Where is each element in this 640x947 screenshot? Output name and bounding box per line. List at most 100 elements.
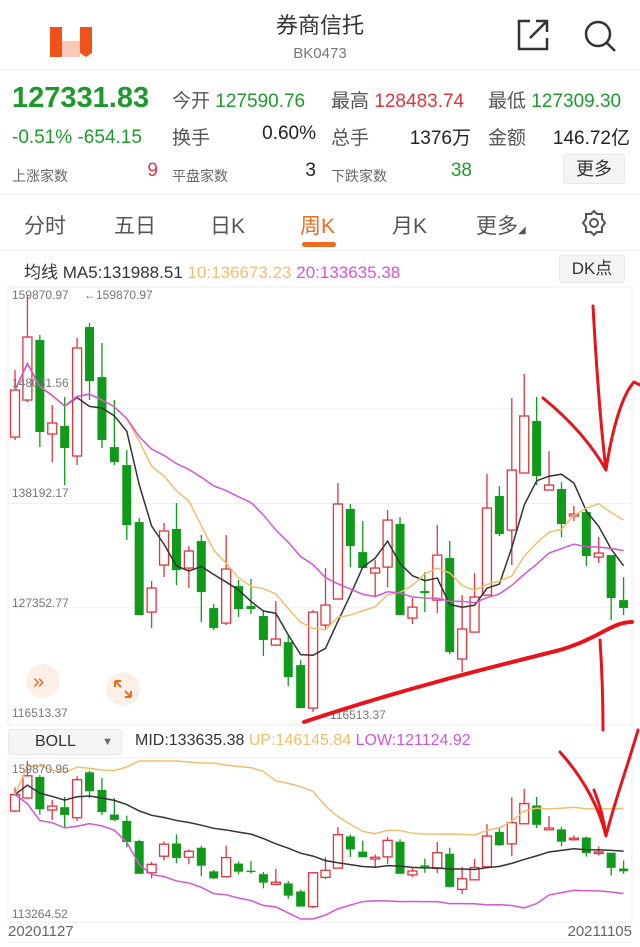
candle-down <box>109 447 119 463</box>
axis-label-2: 148031.56 <box>12 376 69 390</box>
candle-down <box>606 555 616 599</box>
candle-up <box>543 827 555 831</box>
max-price-marker: ←159870.97 <box>84 288 153 302</box>
start-date: 20201127 <box>8 923 74 940</box>
axis-label-min: 116513.37 <box>12 706 68 720</box>
candle-down <box>358 851 368 858</box>
boll-up: UP:146145.84 <box>248 732 352 749</box>
candle-up <box>158 843 170 857</box>
candle-down <box>532 805 542 825</box>
fullscreen-button[interactable] <box>106 672 140 706</box>
more-stats-button[interactable]: 更多 <box>563 154 625 184</box>
candle-up <box>71 779 83 819</box>
unchanged-count: 3 <box>305 160 316 181</box>
candle-up <box>481 507 493 596</box>
boll-low: LOW:121124.92 <box>355 732 471 749</box>
candle-up <box>519 415 530 474</box>
open-value: 127590.76 <box>215 91 306 112</box>
turnover-value: 0.60% <box>262 123 316 144</box>
candle-down <box>122 465 132 526</box>
candle-down <box>420 865 430 867</box>
candle-down <box>60 426 70 449</box>
candle-down <box>345 509 355 547</box>
ma5-value: MA5:131988.51 <box>62 263 183 282</box>
candle-up <box>146 863 157 874</box>
change-percent: -0.51% <box>12 127 73 148</box>
ma-legend: 均线 MA5:131988.51 10:136673.23 20:133635.… <box>24 258 400 283</box>
candle-up <box>593 552 604 558</box>
candle-up <box>47 422 58 435</box>
turnover-label: 换手 <box>172 128 211 149</box>
candle-up <box>320 869 331 879</box>
candle-down <box>171 843 181 858</box>
ma20-line <box>14 361 624 604</box>
candle-up <box>543 484 555 491</box>
candle-down <box>296 891 306 907</box>
candle-down <box>606 852 616 868</box>
candle-down <box>85 772 95 792</box>
candle-down <box>122 820 132 843</box>
candle-down <box>196 847 206 866</box>
candle-up <box>407 870 418 876</box>
candle-down <box>234 863 244 872</box>
decliners-count: 38 <box>450 160 472 181</box>
boll-upper-line <box>14 760 624 836</box>
double-chevron-icon: » <box>33 671 44 693</box>
candle-down <box>258 874 268 883</box>
candle-down <box>258 616 268 641</box>
candle-down <box>581 837 591 854</box>
axis-label-max: 159870.97 <box>12 288 69 302</box>
sector-code: BK0473 <box>293 45 347 62</box>
candle-up <box>320 604 331 626</box>
unchanged-label: 平盘家数 <box>172 168 228 184</box>
candle-up <box>370 856 381 860</box>
tab-five-day[interactable]: 五日 <box>114 215 156 238</box>
candle-up <box>382 839 393 858</box>
candle-down <box>209 871 219 879</box>
low-field: 最低 127309.30 <box>488 86 621 113</box>
share-icon[interactable] <box>516 18 550 52</box>
candle-up <box>432 852 443 870</box>
expand-left-button[interactable]: » <box>26 664 60 698</box>
ma-label: 均线 <box>24 263 58 282</box>
candle-up <box>370 567 381 574</box>
boll-legend: MID:133635.38 UP:146145.84 LOW:121124.92 <box>135 732 471 750</box>
current-price: 127331.83 <box>12 82 150 114</box>
settings-gear-icon[interactable] <box>580 209 608 237</box>
candle-down <box>134 841 144 874</box>
candle-down <box>246 606 256 610</box>
indicator-select[interactable]: BOLL ▼ <box>8 729 122 755</box>
candle-down <box>532 421 542 477</box>
amount-value: 146.72亿 <box>552 128 630 149</box>
candle-down <box>445 853 455 887</box>
boll-chart[interactable]: 159870.96 113264.52 <box>0 757 640 923</box>
candle-up <box>270 638 281 646</box>
dropdown-arrow-icon: ▼ <box>102 736 113 748</box>
candle-up <box>22 775 33 799</box>
expand-arrows-icon <box>114 680 132 698</box>
candlestick-chart[interactable]: 159870.97 ←159870.97 148031.56 138192.17… <box>0 285 640 727</box>
tab-more[interactable]: 更多◢ <box>476 210 526 240</box>
tab-weekly-k[interactable]: 周K <box>300 215 336 238</box>
page-title: 券商信托 <box>275 13 364 38</box>
volume-value: 1376万 <box>409 128 471 149</box>
divider <box>0 250 640 251</box>
dk-point-button[interactable]: DK点 <box>559 255 625 283</box>
boll-axis-bottom: 113264.52 <box>12 907 68 921</box>
candle-up <box>307 872 319 908</box>
candle-up <box>506 469 517 531</box>
tab-intraday[interactable]: 分时 <box>24 215 66 238</box>
boll-mid: MID:133635.38 <box>135 732 245 749</box>
top-bar: 券商信托 BK0473 <box>0 0 640 70</box>
candle-up <box>568 837 580 841</box>
high-value: 128483.74 <box>374 91 465 112</box>
tab-monthly-k[interactable]: 月K <box>392 215 428 238</box>
tab-daily-k[interactable]: 日K <box>210 215 246 238</box>
candle-down <box>234 586 244 610</box>
candle-down <box>246 870 256 873</box>
candle-down <box>209 608 219 629</box>
search-icon[interactable] <box>582 18 618 54</box>
candle-down <box>395 841 405 874</box>
candle-down <box>109 814 119 820</box>
candle-down <box>296 665 306 709</box>
